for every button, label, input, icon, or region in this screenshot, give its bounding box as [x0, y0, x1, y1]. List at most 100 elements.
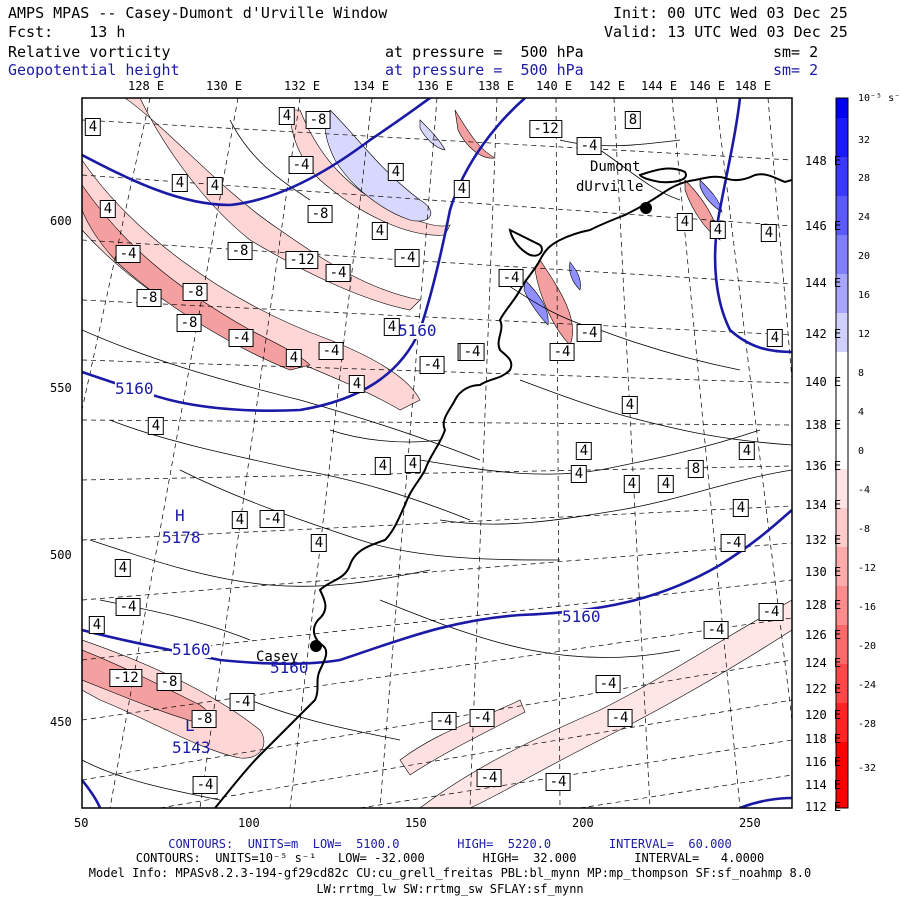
vorticity-label-box: -8 [191, 710, 217, 728]
colorbar-swatch-neg28 [836, 703, 848, 742]
vorticity-label-box: -4 [318, 342, 344, 360]
right-lon-label: 130 E [805, 565, 842, 579]
vorticity-label-box: -12 [285, 251, 319, 269]
field1-level: at pressure = 500 hPa [385, 43, 584, 61]
top-lon-label: 142 E [589, 79, 626, 93]
field1-name: Relative vorticity [8, 43, 171, 61]
vorticity-label-box: 4 [453, 180, 471, 198]
top-lon-label: 130 E [206, 79, 243, 93]
vorticity-label-box: -4 [115, 245, 141, 263]
vorticity-label-box: 8 [687, 460, 705, 478]
parallel-line [579, 774, 792, 808]
parallel-line [359, 739, 792, 808]
vorticity-label-box: 4 [114, 559, 132, 577]
vorticity-label-box: -8 [307, 205, 333, 223]
colorbar-tick: 28 [858, 173, 871, 184]
right-lon-label: 140 E [805, 375, 842, 389]
parallel-line [82, 299, 792, 336]
vorticity-label-box: -4 [228, 329, 254, 347]
vorticity-label-box: 4 [621, 396, 639, 414]
right-lon-label: 148 E [805, 154, 842, 168]
colorbar-tick: 0 [858, 446, 865, 457]
parallel-line [82, 505, 792, 541]
vort-contour [109, 419, 471, 521]
field2-level: at pressure = 500 hPa [385, 61, 584, 79]
bottom-grid-label: 150 [405, 816, 427, 830]
right-lon-label: 124 E [805, 656, 842, 670]
vorticity-label-box: -12 [529, 120, 563, 138]
meridian-line [767, 98, 792, 381]
parallel-line [82, 542, 792, 601]
neg-vort-band-southeast [419, 599, 792, 808]
vorticity-label-box: 4 [732, 499, 750, 517]
bottom-grid-label: 50 [74, 816, 89, 830]
colorbar-tick: -20 [858, 641, 877, 652]
colorbar-swatch-28-32 [836, 98, 848, 118]
vorticity-label-box: -4 [720, 534, 746, 552]
height-contour [739, 796, 792, 808]
field2-smoothing: sm= 2 [773, 61, 819, 79]
right-lon-label: 112 E [805, 800, 842, 814]
vorticity-label-box: 4 [147, 417, 165, 435]
left-grid-label: 500 [50, 548, 72, 562]
colorbar-swatch-4-8 [836, 313, 848, 352]
vorticity-label-box: -4 [459, 343, 485, 361]
vorticity-label-box: 4 [709, 221, 727, 239]
footer-height-contours: CONTOURS: UNITS=m LOW= 5100.0 HIGH= 5220… [168, 837, 732, 851]
right-lon-label: 114 E [805, 778, 842, 792]
top-lon-label: 138 E [478, 79, 515, 93]
vort-contour [599, 329, 741, 371]
colorbar-swatch-neg16 [836, 586, 848, 625]
left-grid-label: 450 [50, 715, 72, 729]
vorticity-label-box: 4 [404, 455, 422, 473]
vort-contour [599, 149, 681, 201]
vorticity-label-box: -4 [758, 603, 784, 621]
pos-vort-patch-northeast [419, 119, 446, 151]
colorbar-swatch-neutral [836, 352, 848, 430]
left-grid-label: 550 [50, 381, 72, 395]
vorticity-label-box: 4 [374, 457, 392, 475]
top-lon-label: 148 E [735, 79, 772, 93]
vort-contour [82, 759, 221, 801]
vorticity-label-box: 4 [99, 200, 117, 218]
vorticity-label-box: -4 [469, 709, 495, 727]
right-lon-label: 142 E [805, 327, 842, 341]
vorticity-label-box: 4 [766, 329, 784, 347]
vorticity-label-box: 4 [231, 511, 249, 529]
colorbar-tick: -32 [858, 763, 877, 774]
vorticity-label-box: -4 [498, 269, 524, 287]
vorticity-label-box: -4 [545, 773, 571, 791]
vorticity-label-box: -8 [305, 111, 331, 129]
parallel-line [82, 119, 792, 161]
casey-station-dot [310, 640, 322, 652]
vort-contour [419, 429, 761, 475]
vort-contour [329, 429, 441, 443]
height-label: 5160 [172, 640, 211, 659]
vorticity-label-box: -4 [431, 712, 457, 730]
colorbar-tick: 4 [858, 407, 865, 418]
colorbar-tick: -24 [858, 680, 877, 691]
vorticity-label-box: -4 [259, 510, 285, 528]
station-label-dumont: Dumont [590, 159, 641, 175]
vorticity-label-box: -4 [576, 324, 602, 342]
vorticity-label-box: -12 [109, 669, 143, 687]
parallel-line [82, 465, 792, 481]
vorticity-label-box: -8 [156, 673, 182, 691]
vorticity-label-box: 4 [383, 318, 401, 336]
low-marker: L [185, 716, 195, 735]
vorticity-label-box: 4 [371, 222, 389, 240]
vorticity-label-box: -8 [182, 283, 208, 301]
vorticity-label-box: -4 [549, 343, 575, 361]
plot-frame [81, 97, 793, 809]
colorbar-tick: 20 [858, 251, 871, 262]
bottom-grid-label: 200 [572, 816, 594, 830]
vort-contour [519, 379, 792, 446]
colorbar-swatch-8-12 [836, 274, 848, 313]
vorticity-label-box: -8 [227, 242, 253, 260]
parallel-line [82, 419, 792, 426]
meridian-line [379, 98, 438, 808]
coastline-inlet [638, 167, 687, 184]
vort-contour [379, 599, 681, 658]
right-lon-label: 136 E [805, 459, 842, 473]
meridian-line [199, 98, 301, 808]
